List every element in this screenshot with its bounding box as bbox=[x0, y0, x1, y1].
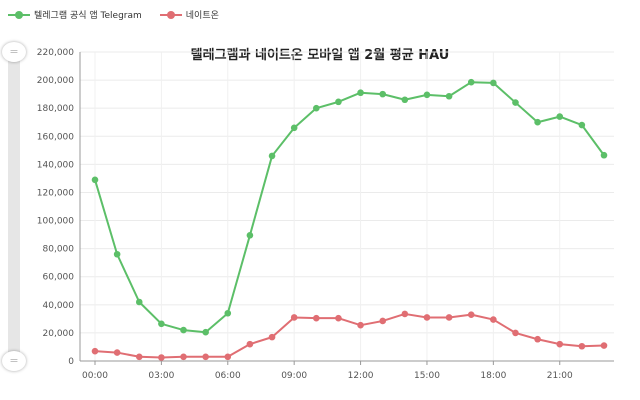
data-point-0 bbox=[534, 118, 541, 126]
data-point-0 bbox=[578, 121, 586, 129]
data-point-1 bbox=[268, 333, 276, 341]
legend-label-telegram: 텔레그램 공식 앱 Telegram bbox=[34, 11, 142, 21]
data-point-0 bbox=[512, 99, 519, 106]
y-tick-label: 140,000 bbox=[37, 160, 74, 170]
data-point-1 bbox=[158, 354, 165, 361]
data-point-0 bbox=[224, 309, 232, 317]
y-tick-label: 80,000 bbox=[43, 245, 75, 255]
y-tick-label: 180,000 bbox=[37, 104, 74, 114]
data-point-0 bbox=[490, 79, 497, 87]
data-point-1 bbox=[202, 353, 209, 361]
zoom-handle-bottom[interactable]: = bbox=[2, 351, 26, 371]
data-point-1 bbox=[490, 316, 497, 323]
data-point-1 bbox=[600, 342, 608, 349]
y-tick-label: 160,000 bbox=[37, 132, 74, 142]
legend-item-telegram[interactable]: 텔레그램 공식 앱 Telegram bbox=[8, 8, 142, 21]
data-point-0 bbox=[113, 250, 121, 258]
data-point-1 bbox=[512, 329, 519, 337]
legend-swatch-telegram-icon bbox=[8, 10, 30, 20]
data-point-0 bbox=[467, 78, 475, 86]
data-point-1 bbox=[113, 349, 121, 356]
data-point-0 bbox=[268, 152, 276, 160]
data-point-0 bbox=[158, 320, 165, 328]
data-point-0 bbox=[180, 326, 187, 334]
x-tick-label: 03:00 bbox=[148, 371, 174, 381]
series-line-1 bbox=[94, 312, 605, 359]
x-tick-label: 06:00 bbox=[215, 371, 241, 381]
x-tick-label: 15:00 bbox=[414, 371, 440, 381]
data-point-1 bbox=[135, 353, 143, 361]
x-tick-label: 18:00 bbox=[480, 371, 506, 381]
data-point-1 bbox=[401, 310, 409, 318]
y-tick-label: 120,000 bbox=[37, 188, 74, 198]
legend-label-nateon: 네이트온 bbox=[185, 11, 219, 21]
data-point-0 bbox=[379, 90, 386, 98]
data-point-0 bbox=[313, 104, 320, 112]
y-tick-label: 60,000 bbox=[43, 273, 75, 283]
data-point-0 bbox=[357, 89, 364, 97]
data-point-0 bbox=[246, 231, 254, 239]
y-tick-label: 100,000 bbox=[37, 217, 74, 227]
data-point-1 bbox=[534, 335, 541, 343]
x-tick-label: 21:00 bbox=[547, 371, 573, 381]
data-point-0 bbox=[135, 298, 143, 306]
data-point-1 bbox=[445, 314, 453, 321]
data-point-1 bbox=[467, 311, 475, 318]
x-tick-label: 00:00 bbox=[82, 371, 108, 381]
data-point-0 bbox=[401, 96, 409, 104]
zoom-slider-track[interactable] bbox=[8, 50, 20, 362]
data-point-0 bbox=[423, 91, 431, 99]
data-point-1 bbox=[423, 314, 431, 321]
legend-item-nateon[interactable]: 네이트온 bbox=[159, 8, 219, 21]
data-point-1 bbox=[556, 340, 564, 348]
data-point-0 bbox=[290, 124, 298, 132]
data-point-1 bbox=[180, 353, 187, 361]
y-tick-label: 20,000 bbox=[43, 329, 75, 339]
data-point-1 bbox=[91, 347, 99, 355]
data-point-1 bbox=[335, 314, 342, 322]
y-tick-label: 40,000 bbox=[43, 301, 75, 311]
data-point-1 bbox=[224, 353, 232, 361]
data-point-1 bbox=[357, 321, 364, 329]
series-line-0 bbox=[94, 81, 605, 334]
data-point-0 bbox=[202, 328, 209, 336]
y-tick-label: 200,000 bbox=[37, 76, 74, 86]
data-point-0 bbox=[91, 176, 99, 184]
zoom-handle-top[interactable]: = bbox=[2, 42, 26, 62]
data-point-1 bbox=[379, 317, 386, 325]
legend-swatch-nateon-icon bbox=[159, 10, 182, 20]
data-point-1 bbox=[578, 342, 586, 350]
data-point-1 bbox=[290, 314, 298, 321]
y-tick-label: 0 bbox=[68, 357, 74, 367]
x-tick-label: 12:00 bbox=[348, 371, 374, 381]
y-tick-label: 220,000 bbox=[37, 48, 74, 58]
data-point-0 bbox=[556, 113, 564, 120]
data-point-1 bbox=[313, 314, 320, 322]
data-point-1 bbox=[246, 340, 254, 348]
data-point-0 bbox=[335, 98, 342, 106]
data-point-0 bbox=[600, 151, 608, 159]
x-tick-label: 09:00 bbox=[281, 371, 307, 381]
chart-legend: 텔레그램 공식 앱 Telegram 네이트온 bbox=[8, 8, 219, 21]
data-point-0 bbox=[445, 92, 453, 100]
